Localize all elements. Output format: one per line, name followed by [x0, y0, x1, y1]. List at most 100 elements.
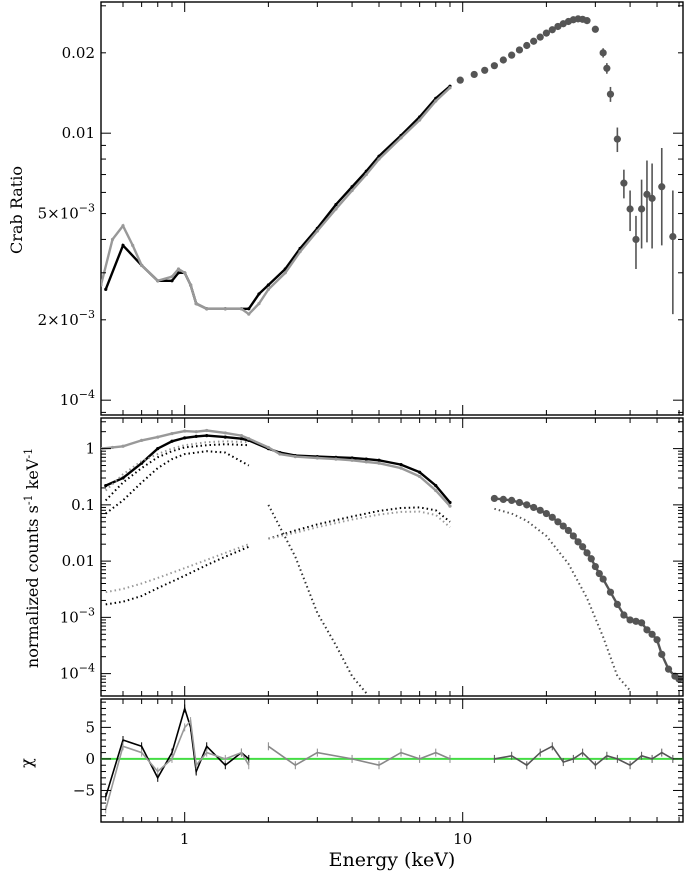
data-point — [536, 506, 544, 514]
data-point — [603, 64, 611, 72]
data-point — [223, 307, 227, 311]
data-point — [418, 474, 422, 479]
top-y-tick-label: 0.01 — [62, 124, 95, 142]
series-line-model-comp-2-black — [104, 443, 249, 502]
data-point — [569, 532, 577, 540]
top-y-tick-label: 2×10−3 — [38, 308, 95, 329]
series-data-dark — [490, 494, 683, 683]
data-point — [257, 302, 261, 306]
series-instrument-3-dark — [456, 15, 677, 315]
data-point — [658, 183, 666, 191]
data-point — [298, 250, 302, 254]
crab-ratio-panel: 10−4 2×10−3 5×10−3 0.01 0.02 — [38, 1, 684, 416]
data-point — [523, 41, 531, 50]
data-point — [399, 462, 403, 467]
data-point — [183, 271, 187, 275]
data-point — [606, 588, 615, 596]
middle-y-tick-label: 10−4 — [60, 662, 95, 683]
data-point — [515, 498, 524, 507]
series-model-falling — [267, 504, 368, 694]
data-point — [554, 518, 562, 526]
series-line-resid-gray — [104, 719, 250, 810]
data-point — [176, 267, 181, 271]
series-instrument-2-gray — [101, 86, 452, 316]
data-point — [170, 439, 174, 443]
data-point — [156, 435, 160, 439]
series-resid-black — [104, 704, 250, 801]
data-point — [140, 263, 144, 267]
data-point — [418, 118, 422, 122]
data-point — [587, 555, 595, 563]
data-point — [542, 509, 550, 518]
series-line-data-dark — [494, 497, 680, 681]
data-point — [591, 562, 599, 571]
data-point — [508, 496, 516, 505]
data-point — [315, 456, 319, 460]
data-point — [648, 630, 656, 638]
data-point — [434, 483, 438, 488]
data-point — [239, 307, 244, 311]
middle-y-tick-label: 10−3 — [60, 605, 95, 626]
series-resid-dark — [493, 742, 674, 770]
data-point — [170, 431, 174, 436]
data-point — [648, 194, 656, 202]
data-point — [194, 430, 198, 434]
data-point — [247, 312, 251, 316]
data-point — [205, 428, 209, 433]
series-model-hard-gray — [268, 510, 451, 540]
series-model-comp-2-black — [104, 443, 249, 502]
middle-ylabel-sup1: -1 — [22, 494, 35, 505]
data-point — [499, 495, 507, 504]
data-point — [470, 70, 478, 79]
series-line-model-comp-1-black — [105, 450, 250, 515]
data-point — [448, 86, 452, 90]
data-point — [350, 185, 354, 189]
bottom-y-tick-label: −5 — [73, 781, 95, 799]
top-frame — [100, 1, 684, 416]
top-y-tick-label: 0.02 — [62, 44, 95, 62]
data-point — [176, 271, 181, 275]
bottom-plot-area — [101, 704, 683, 814]
data-point — [490, 494, 498, 503]
x-tick-label: 1 — [180, 830, 190, 848]
data-point — [613, 600, 621, 608]
data-point — [110, 445, 115, 450]
middle-y-tick-label: 0.1 — [71, 496, 95, 514]
data-point — [418, 470, 422, 474]
data-point — [205, 434, 209, 438]
x-axis-title: Energy (keV) — [329, 849, 456, 871]
series-instrument-1-black — [104, 84, 452, 311]
data-point — [334, 203, 338, 207]
series-resid-mid — [267, 742, 451, 770]
top-y-tick-label: 10−4 — [60, 388, 95, 409]
top-plot-area — [101, 15, 677, 316]
series-model-soft-black — [105, 545, 250, 606]
data-point — [110, 237, 115, 242]
middle-y-tick-label: 1 — [85, 440, 95, 458]
data-point — [499, 56, 507, 64]
bottom-frame — [100, 698, 684, 823]
data-point — [266, 283, 270, 287]
data-point — [626, 616, 634, 624]
data-point — [223, 431, 227, 435]
data-point — [626, 205, 634, 213]
middle-ylabel-main: normalized counts s — [23, 505, 42, 668]
data-point — [515, 46, 524, 54]
series-model-hard-black — [268, 506, 451, 540]
data-point — [194, 302, 198, 306]
data-point — [334, 457, 338, 461]
data-point — [104, 483, 108, 488]
data-point — [574, 538, 582, 546]
series-model-soft-gray — [105, 543, 250, 594]
data-point — [121, 444, 125, 448]
series-data-gray — [101, 428, 452, 508]
data-point — [278, 452, 282, 456]
data-point — [669, 232, 677, 241]
data-point — [399, 136, 403, 140]
series-line-model-hard-dark — [494, 507, 631, 692]
data-point — [637, 619, 646, 627]
data-point — [536, 33, 544, 41]
data-point — [170, 279, 174, 283]
series-model-hard-dark — [494, 507, 631, 692]
series-model-comp-3-gray — [105, 440, 249, 492]
